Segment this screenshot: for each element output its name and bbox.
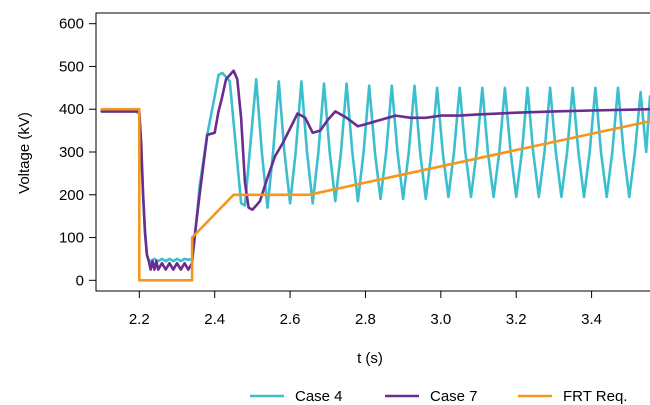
series-layer: [100, 69, 650, 282]
y-tick-label: 500: [59, 58, 84, 75]
legend-label-case-4: Case 4: [295, 388, 343, 405]
y-tick-label: 200: [59, 187, 84, 204]
series-line-case-7: [100, 69, 650, 271]
legend-label-case-7: Case 7: [430, 388, 478, 405]
series-line-case-4: [100, 71, 650, 263]
x-axis-label: t (s): [357, 350, 383, 367]
x-tick-label: 2.2: [129, 311, 150, 328]
x-axis: 2.2 2.4 2.6 2.8 3.0 3.2 3.4: [129, 291, 602, 328]
y-tick-label: 0: [76, 272, 84, 289]
x-tick-label: 3.2: [506, 311, 527, 328]
y-tick-label: 300: [59, 144, 84, 161]
x-tick-label: 2.8: [355, 311, 376, 328]
x-tick-label: 2.4: [204, 311, 225, 328]
y-tick-label: 600: [59, 16, 84, 33]
y-axis: 0 100 200 300 400 500 600: [59, 16, 96, 289]
legend: Case 4 Case 7 FRT Req.: [250, 388, 627, 405]
x-tick-label: 3.0: [430, 311, 451, 328]
y-tick-label: 100: [59, 230, 84, 247]
x-tick-label: 2.6: [280, 311, 301, 328]
x-tick-label: 3.4: [581, 311, 602, 328]
series-line-frt-req: [100, 107, 650, 282]
legend-label-frt-req: FRT Req.: [563, 388, 627, 405]
y-axis-label: Voltage (kV): [16, 112, 33, 194]
y-tick-label: 400: [59, 101, 84, 118]
